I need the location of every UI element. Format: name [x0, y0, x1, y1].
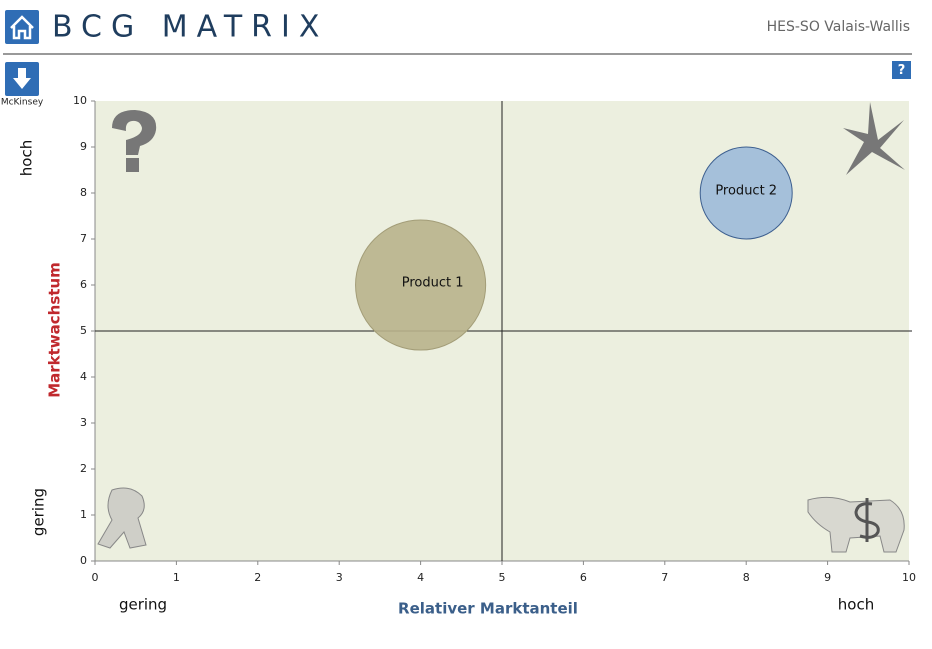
x-tick-label: 5: [499, 571, 506, 584]
help-label: ?: [898, 63, 906, 78]
x-tick-label: 6: [580, 571, 587, 584]
download-icon: [13, 68, 31, 89]
x-tick-label: 3: [336, 571, 343, 584]
x-tick-label: 7: [661, 571, 668, 584]
x-tick-label: 2: [254, 571, 261, 584]
cow-icon: [807, 496, 905, 553]
x-low-label: gering: [119, 596, 167, 614]
y-tick-label: 7: [80, 232, 87, 245]
y-low-label: gering: [30, 488, 48, 536]
y-tick-label: 1: [80, 508, 87, 521]
star-icon: [843, 102, 905, 175]
question-dot: [126, 158, 139, 172]
dog-icon: [97, 487, 147, 549]
y-tick-label: 0: [80, 554, 87, 567]
bubble: [355, 219, 487, 351]
y-tick-label: 8: [80, 186, 87, 199]
x-axis-title: Relativer Marktanteil: [398, 600, 578, 618]
x-tick-label: 4: [417, 571, 424, 584]
org-name: HES-SO Valais-Wallis: [767, 19, 910, 35]
plot: 0 1 2 3 4 5 6 7 8 9 10 0 1 2 3 4 5 6 7 8 9 10 Product 1 Product…: [73, 94, 916, 584]
x-high-label: hoch: [838, 596, 874, 614]
y-tick-label: 9: [80, 140, 87, 153]
app-title: BCG MATRIX: [52, 10, 328, 45]
x-tick-label: 10: [902, 571, 916, 584]
y-tick-label: 2: [80, 462, 87, 475]
bubble-label: Product 2: [715, 184, 777, 199]
y-tick-label: 3: [80, 416, 87, 429]
y-tick-label: 6: [80, 278, 87, 291]
x-tick-label: 1: [173, 571, 180, 584]
x-tick-label: 0: [92, 571, 99, 584]
help-button[interactable]: [892, 61, 911, 79]
dollar-sign: [854, 498, 880, 542]
x-tick-label: 8: [743, 571, 750, 584]
y-axis-title: Marktwachstum: [46, 262, 64, 398]
home-button[interactable]: [5, 10, 39, 44]
download-label: McKinsey: [1, 98, 44, 108]
y-tick-label: 4: [80, 370, 87, 383]
question-icon: [112, 110, 157, 155]
y-high-label: hoch: [18, 140, 36, 176]
quadrant-icons: [97, 102, 905, 553]
y-tick-label: 5: [80, 324, 87, 337]
y-tick-label: 10: [73, 94, 87, 107]
x-tick-label: 9: [824, 571, 831, 584]
home-icon: [10, 15, 34, 40]
bubble-label: Product 1: [402, 276, 464, 291]
bubble: [699, 146, 793, 240]
